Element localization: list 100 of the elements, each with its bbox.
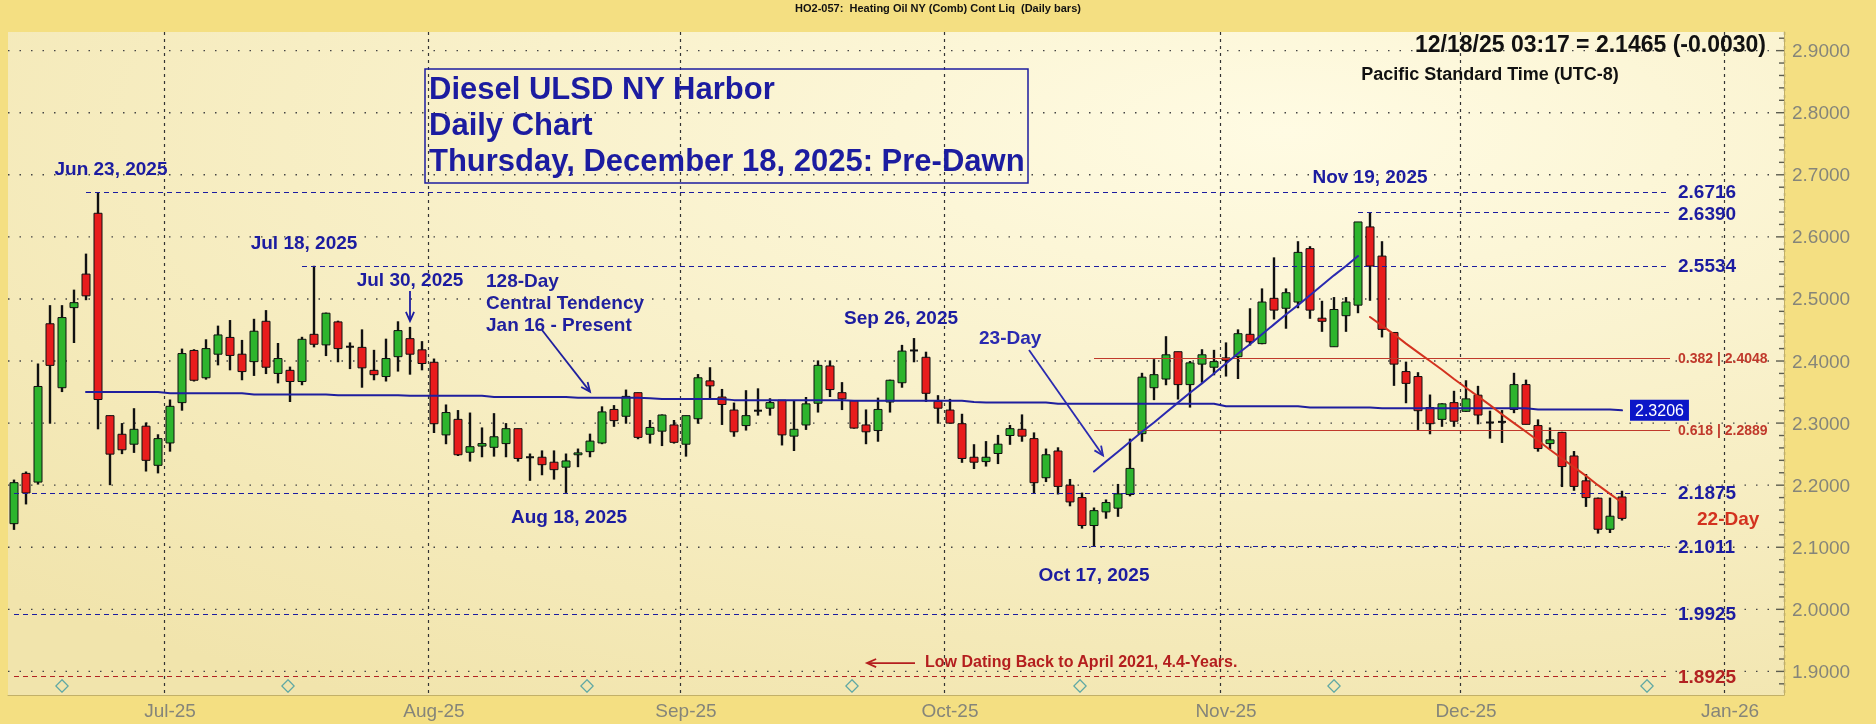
y-tick-label: 2.1000 — [1792, 536, 1851, 558]
y-tick-label: 2.4000 — [1792, 350, 1851, 372]
annotation: Jul 18, 2025 — [250, 232, 358, 254]
y-tick-label: 2.3000 — [1792, 412, 1851, 434]
candlestick — [837, 380, 847, 412]
ref-line-label: 2.5534 — [1678, 255, 1737, 277]
annotation: Oct 17, 2025 — [1038, 564, 1150, 586]
candlestick — [381, 337, 391, 383]
y-tick-label: 2.6000 — [1792, 226, 1851, 248]
candlestick — [1185, 359, 1195, 409]
candlestick — [1401, 360, 1411, 405]
candlestick — [621, 388, 631, 425]
y-tick-label: 2.5000 — [1792, 288, 1851, 310]
candlestick — [1605, 496, 1615, 535]
candlestick — [1617, 489, 1627, 522]
candlestick — [1449, 389, 1459, 429]
ref-line-label: 2.6716 — [1678, 180, 1737, 202]
y-tick-label: 2.8000 — [1792, 102, 1851, 124]
text: 22-Day — [1697, 508, 1760, 530]
y-tick-label: 2.9000 — [1792, 40, 1851, 62]
candlestick — [501, 421, 511, 459]
candlestick — [1149, 357, 1159, 402]
y-tick-label: 2.2000 — [1792, 474, 1851, 496]
candlestick — [1041, 447, 1051, 484]
candlestick — [669, 418, 679, 445]
x-tick-label: Aug-25 — [403, 700, 465, 721]
candlestick — [1113, 482, 1123, 519]
candlestick — [645, 418, 655, 445]
candlestick — [1498, 408, 1506, 445]
ref-line-label: 0.618 | 2.2889 — [1678, 421, 1768, 438]
candlestick — [417, 339, 427, 372]
annotation: Jun 23, 2025 — [54, 157, 168, 179]
data-label: 2.3206 — [1635, 401, 1685, 419]
candlestick — [1017, 413, 1027, 443]
candlestick — [441, 403, 451, 446]
candlestick — [129, 407, 139, 455]
candlestick — [1197, 348, 1207, 384]
text: 128-Day Central Tendency Jan 16 - Present — [486, 269, 645, 335]
candlestick — [69, 288, 79, 345]
candlestick — [477, 426, 487, 459]
ref-line-label: 1.8925 — [1678, 665, 1737, 687]
candlestick — [273, 341, 283, 385]
candlestick — [945, 397, 955, 425]
candlestick — [910, 336, 918, 364]
candlestick — [1281, 287, 1291, 330]
candlestick — [993, 433, 1003, 466]
candlestick — [1005, 423, 1015, 447]
candlestick — [237, 338, 247, 382]
candlestick — [1209, 348, 1219, 377]
annotation: Low Dating Back to April 2021, 4.4-Years. — [925, 652, 1238, 670]
candlestick — [1341, 295, 1351, 334]
candlestick — [657, 413, 667, 448]
candlestick — [225, 318, 235, 372]
candlestick — [213, 324, 223, 367]
ref-line-label: 1.9925 — [1678, 603, 1737, 625]
candlestick — [357, 328, 367, 389]
ref-line-label: 2.6390 — [1678, 203, 1737, 225]
candlestick — [729, 401, 739, 438]
x-tick-label: Jul-25 — [144, 700, 196, 721]
candlestick — [861, 408, 871, 446]
candlestick — [609, 403, 619, 429]
candlestick — [801, 395, 811, 432]
x-tick-label: Dec-25 — [1435, 700, 1497, 721]
candlestick — [885, 378, 895, 414]
candlestick — [489, 411, 499, 458]
candlestick — [1065, 477, 1075, 508]
candlestick — [549, 449, 559, 481]
candlestick — [561, 452, 571, 495]
x-tick-label: Oct-25 — [921, 700, 979, 721]
annotation: Sep 26, 2025 — [843, 306, 959, 328]
candlestick — [585, 432, 595, 459]
ref-line-label: 0.382 | 2.4048 — [1678, 350, 1768, 367]
annotation: Pacific Standard Time (UTC-8) — [1361, 64, 1619, 84]
candlestick — [1317, 299, 1327, 334]
candlestick — [741, 388, 751, 432]
ref-line-label: 2.1875 — [1678, 482, 1737, 504]
candlestick — [285, 365, 295, 404]
annotation: Jul 30, 2025 — [356, 268, 464, 290]
candlestick — [1101, 498, 1111, 520]
candlestick — [537, 449, 547, 477]
candlestick — [1581, 472, 1591, 509]
candlestick — [969, 443, 979, 471]
candlestick — [309, 264, 319, 349]
candlestick — [526, 452, 534, 483]
candlestick — [789, 398, 799, 453]
text: Diesel ULSD NY Harbor Daily Chart Thursday, December 18, 2025: Pre-Dawn — [429, 70, 1025, 178]
candlestick — [346, 341, 354, 371]
candlestick — [465, 411, 475, 463]
x-tick-label: Nov-25 — [1195, 700, 1257, 721]
candlestick — [705, 366, 715, 400]
ref-line-label: 2.1011 — [1678, 536, 1736, 558]
candlestick — [369, 348, 379, 382]
candlestick — [754, 387, 762, 417]
x-tick-label: Jan-26 — [1700, 700, 1760, 721]
line-series — [1093, 255, 1359, 473]
annotation: 12/18/25 03:17 = 2.1465 (-0.0030) — [1414, 31, 1766, 57]
chart-subtitle: HO2-057: Heating Oil NY (Comb) Cont Liq (Daily bars) — [795, 1, 1082, 14]
candlestick — [81, 252, 91, 302]
x-tick-label: Sep-25 — [655, 700, 717, 721]
annotation: Nov 19, 2025 — [1312, 166, 1428, 188]
